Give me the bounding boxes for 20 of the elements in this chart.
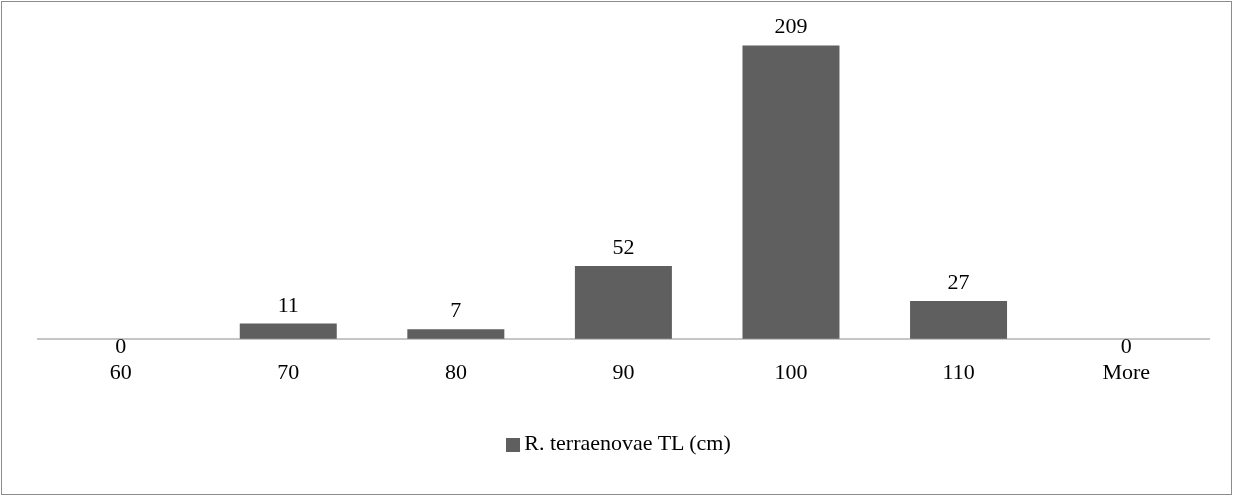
x-tick-label: 60 <box>109 358 132 384</box>
legend-label: R. terraenovae TL (cm) <box>524 430 731 455</box>
bar <box>574 265 672 339</box>
data-label: 0 <box>115 333 127 358</box>
data-label: 11 <box>277 291 299 317</box>
bar <box>239 323 337 339</box>
bar <box>407 329 505 339</box>
data-label: 209 <box>774 13 808 39</box>
x-tick-label: 90 <box>612 358 635 384</box>
data-label: 0 <box>1120 333 1132 358</box>
bar <box>742 45 840 339</box>
x-tick-label: 70 <box>277 358 300 384</box>
data-label: 7 <box>450 297 462 323</box>
x-tick-label: 110 <box>942 358 975 384</box>
data-label: 27 <box>947 269 970 295</box>
data-label: 52 <box>612 233 635 259</box>
x-tick-label: More <box>1102 358 1151 384</box>
x-tick-label: 80 <box>444 358 467 384</box>
bar <box>910 301 1008 339</box>
x-tick-label: 100 <box>774 358 808 384</box>
